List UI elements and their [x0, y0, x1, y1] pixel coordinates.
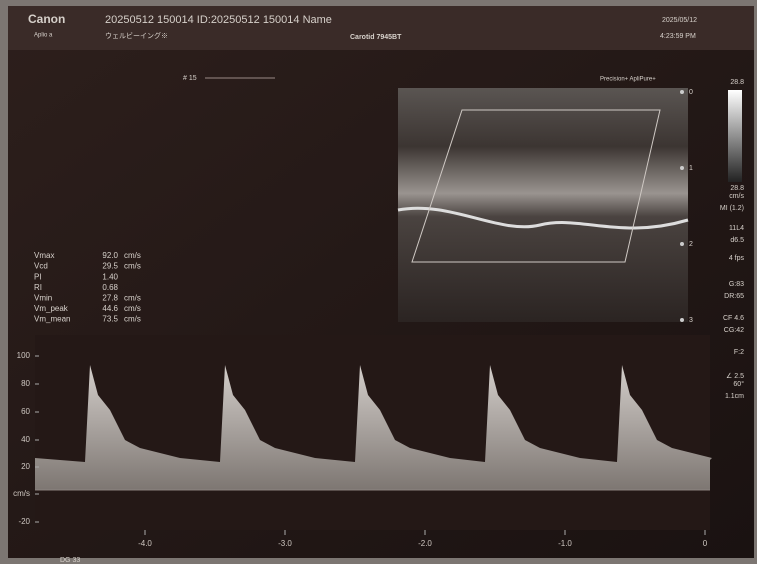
panel-item: cm/s	[729, 193, 744, 200]
meas-unit: cm/s	[124, 251, 141, 260]
meas-name: PI	[34, 272, 42, 281]
depth-label: 0	[689, 89, 693, 96]
b-mode-image	[398, 88, 688, 322]
panel-item: G:83	[729, 281, 744, 288]
velocity-label: 60	[21, 407, 30, 416]
panel-item: d6.5	[730, 237, 744, 244]
panel-item: MI (1.2)	[720, 205, 744, 212]
date: 2025/05/12	[662, 17, 697, 24]
panel-item: 1.1cm	[725, 393, 744, 400]
panel-item: CF 4.6	[723, 315, 744, 322]
meas-name: Vm_peak	[34, 304, 69, 313]
meas-unit: cm/s	[124, 315, 141, 324]
meas-unit: cm/s	[124, 304, 141, 313]
brand: Canon	[28, 12, 65, 26]
meas-value: 29.5	[102, 262, 118, 271]
velocity-label: 80	[21, 379, 30, 388]
gray-bar	[728, 90, 742, 182]
panel-item: 28.8	[730, 79, 744, 86]
panel-item: CG:42	[724, 327, 744, 334]
time: 4:23:59 PM	[660, 33, 696, 40]
page: Canon Aplio a 20250512 150014 ID:2025051…	[0, 0, 757, 564]
depth-label: 2	[689, 241, 693, 248]
meas-value: 27.8	[102, 294, 118, 303]
depth-label: 1	[689, 165, 693, 172]
panel-item: 11L4	[729, 225, 744, 232]
meas-value: 92.0	[102, 251, 118, 260]
time-label: 0	[703, 539, 708, 548]
time-label: -2.0	[418, 539, 432, 548]
meas-value: 73.5	[102, 315, 118, 324]
depth-dot	[680, 318, 684, 322]
meas-value: 44.6	[102, 304, 118, 313]
panel-item: F:2	[734, 349, 744, 356]
meas-value: 0.68	[102, 283, 118, 292]
model: Aplio a	[34, 33, 53, 39]
velocity-label: 40	[21, 435, 30, 444]
velocity-label: 100	[17, 351, 31, 360]
time-label: -4.0	[138, 539, 152, 548]
panel-item: 28.8	[730, 185, 744, 192]
depth-label: 3	[689, 317, 693, 324]
meas-name: Vm_mean	[34, 315, 70, 324]
time-label: -1.0	[558, 539, 572, 548]
meas-value: 1.40	[102, 272, 118, 281]
panel-item: DR:65	[724, 293, 744, 300]
patient: 20250512 150014 ID:20250512 150014 Name	[105, 14, 332, 26]
meas-unit: cm/s	[124, 294, 141, 303]
panel-item: 60°	[733, 380, 744, 388]
frame: # 15	[183, 75, 197, 82]
panel-item: 4 fps	[729, 255, 745, 262]
header-bar	[8, 6, 754, 50]
modes: Precision+ ApliPure+	[600, 77, 656, 83]
velocity-label: cm/s	[13, 489, 30, 498]
meas-name: Vcd	[34, 262, 48, 271]
time-label: -3.0	[278, 539, 292, 548]
preset: Carotid 7945BT	[350, 34, 402, 41]
meas-name: RI	[34, 283, 42, 292]
depth-dot	[680, 166, 684, 170]
meas-unit: cm/s	[124, 262, 141, 271]
depth-dot	[680, 90, 684, 94]
velocity-label: 20	[21, 462, 30, 471]
meas-name: Vmin	[34, 294, 52, 303]
depth-dot	[680, 242, 684, 246]
meas-name: Vmax	[34, 251, 54, 260]
velocity-label: -20	[18, 517, 30, 526]
facility: ウェルビーイング※	[105, 31, 168, 40]
screen-photo: Canon Aplio a 20250512 150014 ID:2025051…	[0, 0, 757, 564]
footer: DG 33	[60, 557, 80, 564]
panel-item: ∠ 2.5	[726, 372, 744, 380]
